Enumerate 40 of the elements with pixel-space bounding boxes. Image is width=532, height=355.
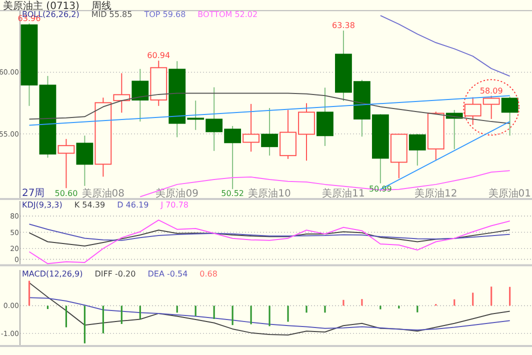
line-series	[28, 229, 510, 247]
text: TOP 59.68	[143, 10, 186, 20]
text: DIFF -0.20	[94, 270, 136, 278]
candlestick	[408, 133, 426, 166]
text: BOTTOM 52.02	[198, 10, 258, 20]
text: 0.68	[200, 270, 218, 278]
chart-title: 美原油主 (0713)	[3, 0, 80, 12]
candlestick	[242, 103, 260, 152]
annotation: 60.94	[147, 51, 170, 60]
line-series	[28, 220, 510, 264]
annotation: 63.38	[332, 21, 355, 30]
candlestick	[58, 138, 75, 189]
x-tick-label: 美原油09	[156, 188, 198, 200]
annotation: 27周	[22, 188, 45, 199]
x-tick-label: 美原油01	[488, 188, 531, 200]
series-label: J 70.78	[160, 200, 188, 210]
text: D 46.19	[117, 200, 149, 210]
x-tick-label: 美原油10	[248, 188, 291, 200]
candlestick	[501, 96, 518, 136]
candlestick	[316, 87, 334, 146]
line-series	[28, 224, 510, 241]
text: MID 55.85	[91, 10, 132, 20]
text: DEA -0.54	[148, 270, 188, 278]
candlestick	[132, 68, 149, 122]
annotation: 58.09	[480, 86, 503, 96]
annotation: 50.52	[221, 189, 244, 198]
candlestick	[76, 135, 94, 186]
x-tick-label: 美原油12	[414, 188, 458, 200]
text: K 54.39	[74, 200, 106, 210]
legend-title: KDJ(9,3,3)	[22, 200, 62, 210]
line-series	[28, 282, 510, 336]
x-tick-label: 美原油11	[322, 188, 365, 200]
legend-title: MACD(12,26,9)	[22, 270, 83, 278]
line-series	[28, 297, 510, 331]
x-tick-label: 美原油08	[82, 188, 125, 200]
line-series	[380, 15, 510, 77]
annotation: 50.60	[54, 189, 78, 198]
candlestick	[113, 72, 130, 114]
chart-subtitle: 周线	[91, 0, 112, 12]
candlestick	[261, 108, 278, 156]
